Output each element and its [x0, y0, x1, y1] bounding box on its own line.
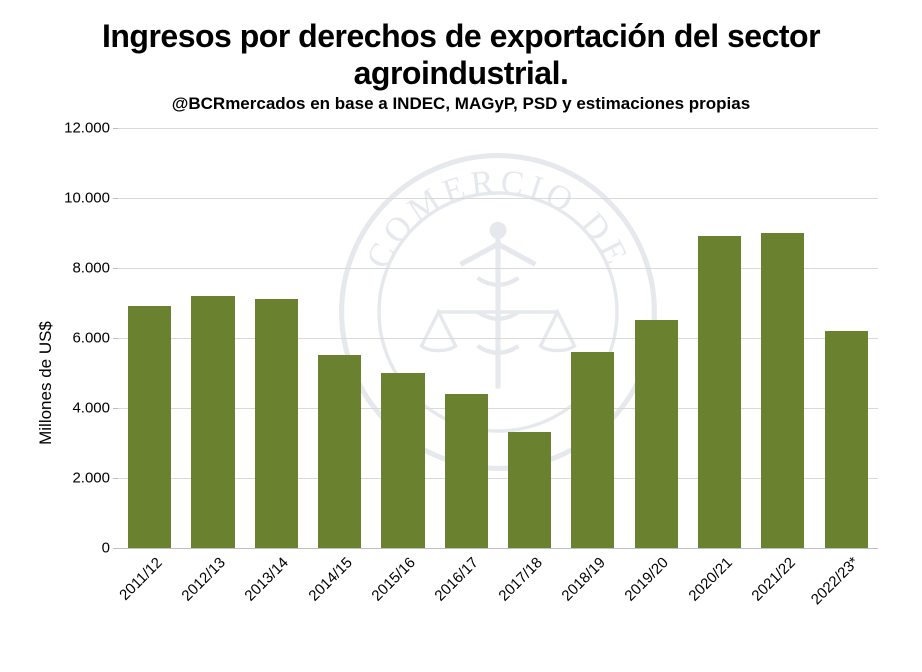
- bar-slot: 5.000: [371, 128, 434, 548]
- x-tick-label: 2017/18: [495, 554, 545, 604]
- bar-value-label: 9.000: [746, 502, 763, 542]
- x-tick-label: 2021/22: [748, 554, 798, 604]
- bar: 7.200: [191, 296, 234, 548]
- y-tick-label: 8.000: [72, 259, 118, 276]
- x-tick-label: 2022/23*: [808, 553, 862, 607]
- y-tick-label: 6.000: [72, 329, 118, 346]
- chart-container: Ingresos por derechos de exportación del…: [0, 0, 922, 672]
- bar: 4.400: [445, 394, 488, 548]
- bar-slot: 7.200: [181, 128, 244, 548]
- bar-value-label: 5.000: [366, 502, 383, 542]
- x-label-slot: 2019/20: [625, 548, 688, 638]
- bar: 6.900: [128, 306, 171, 548]
- bar: 3.300: [508, 432, 551, 548]
- bar-value-label: 7.200: [176, 502, 193, 542]
- bar: 7.100: [255, 299, 298, 548]
- bar-slot: 5.600: [561, 128, 624, 548]
- bar-value-label: 6.200: [809, 502, 826, 542]
- x-axis-labels: 2011/122012/13 2013/14 2014/15 2015/16 2016/…: [118, 548, 878, 638]
- x-label-slot: 2022/23*: [815, 548, 878, 638]
- x-tick-label: 2013/14: [242, 554, 292, 604]
- bar-slot: 3.300: [498, 128, 561, 548]
- bar-slot: 9.000: [751, 128, 814, 548]
- chart-subtitle: @BCRmercados en base a INDEC, MAGyP, PSD…: [30, 94, 892, 114]
- bar: 8.900: [698, 236, 741, 548]
- bar-slot: 6.500: [625, 128, 688, 548]
- x-label-slot: 2018/19: [561, 548, 624, 638]
- bar: 5.500: [318, 355, 361, 548]
- bar-slot: 8.900: [688, 128, 751, 548]
- bar-value-label: 3.300: [493, 502, 510, 542]
- bar-value-label: 6.500: [619, 502, 636, 542]
- x-tick-label: 2018/19: [558, 554, 608, 604]
- bar-slot: 6.900: [118, 128, 181, 548]
- plot-area: COMERCIO DE 02.0004.0006.0008.00010.0001…: [118, 128, 878, 549]
- bar-value-label: 7.100: [239, 502, 256, 542]
- bar-value-label: 5.600: [556, 502, 573, 542]
- x-tick-label: 2020/21: [685, 554, 735, 604]
- bar-value-label: 6.900: [113, 502, 130, 542]
- x-tick-label: 2011/12: [116, 554, 166, 604]
- y-tick-label: 4.000: [72, 399, 118, 416]
- x-label-slot: 2016/17: [435, 548, 498, 638]
- x-label-slot: 2011/12: [118, 548, 181, 638]
- chart-title: Ingresos por derechos de exportación del…: [30, 18, 892, 92]
- bars-group: 6.900 7.200 7.100 5.500 5.000 4.400 3.300 5.600…: [118, 128, 878, 548]
- x-tick-label: 2012/13: [178, 554, 228, 604]
- y-tick-label: 10.000: [64, 189, 118, 206]
- y-tick-label: 12.000: [64, 119, 118, 136]
- bar: 5.000: [381, 373, 424, 548]
- y-tick-label: 2.000: [72, 469, 118, 486]
- x-label-slot: 2014/15: [308, 548, 371, 638]
- bar-value-label: 4.400: [429, 502, 446, 542]
- x-label-slot: 2017/18: [498, 548, 561, 638]
- bar: 6.500: [635, 320, 678, 548]
- x-label-slot: 2021/22: [751, 548, 814, 638]
- bar-slot: 7.100: [245, 128, 308, 548]
- bar-slot: 6.200: [815, 128, 878, 548]
- x-label-slot: 2012/13: [181, 548, 244, 638]
- bar-value-label: 8.900: [683, 502, 700, 542]
- x-label-slot: 2015/16: [371, 548, 434, 638]
- x-tick-label: 2014/15: [305, 554, 355, 604]
- x-tick-label: 2016/17: [432, 554, 482, 604]
- bar-value-label: 5.500: [303, 502, 320, 542]
- bar-slot: 5.500: [308, 128, 371, 548]
- x-label-slot: 2020/21: [688, 548, 751, 638]
- bar-slot: 4.400: [435, 128, 498, 548]
- bar: 6.200: [825, 331, 868, 548]
- x-tick-label: 2015/16: [368, 554, 418, 604]
- bar: 9.000: [761, 233, 804, 548]
- plot-wrap: Millones de US$ COMERCIO DE: [58, 128, 878, 638]
- bar: 5.600: [571, 352, 614, 548]
- x-tick-label: 2019/20: [622, 554, 672, 604]
- y-axis-label: Millones de US$: [36, 321, 56, 445]
- x-label-slot: 2013/14: [245, 548, 308, 638]
